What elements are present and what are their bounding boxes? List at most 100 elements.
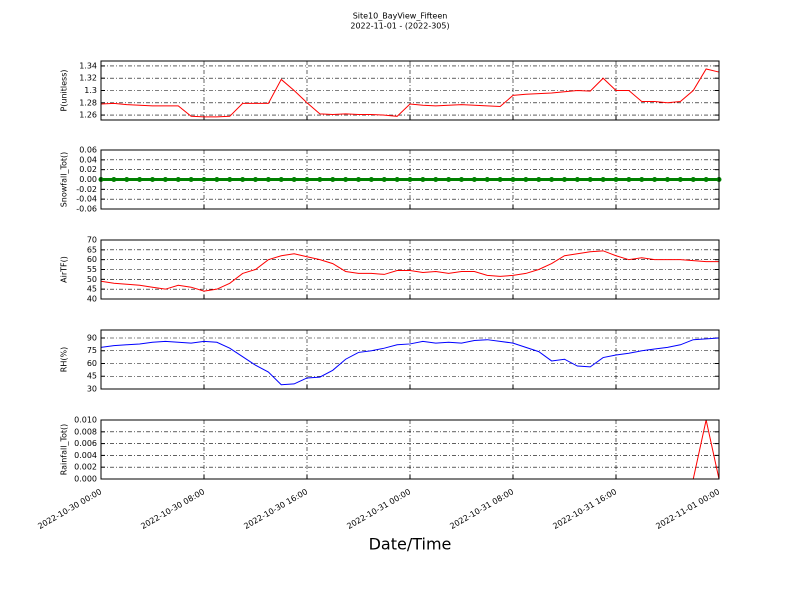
y-tick-label: 60 [87, 255, 97, 264]
y-axis-label: RH(%) [60, 347, 69, 372]
y-tick-label: 45 [87, 372, 97, 381]
y-tick-label: 0.02 [79, 165, 97, 174]
x-tick-label: 2022-10-30 08:00 [139, 487, 206, 531]
y-tick-label: 50 [87, 275, 97, 284]
data-point [536, 177, 542, 182]
data-point [665, 177, 670, 182]
axes-frame [100, 60, 720, 121]
y-tick-label: 1.3 [84, 86, 97, 95]
data-point [574, 177, 580, 182]
axes-frame [100, 149, 720, 210]
data-point [510, 177, 516, 182]
y-tick-label: 55 [87, 265, 97, 274]
data-point [471, 177, 477, 182]
y-tick-label: 70 [87, 236, 97, 245]
data-point [690, 177, 696, 182]
data-point [137, 177, 143, 182]
y-tick-label: 0.010 [74, 416, 97, 425]
data-point [317, 177, 323, 182]
data-point [111, 177, 117, 182]
data-point [150, 177, 155, 182]
data-point [459, 177, 464, 182]
data-point [304, 177, 310, 182]
data-point [278, 177, 284, 182]
y-tick-label: 0.000 [74, 475, 97, 484]
chart-subtitle: 2022-11-01 - (2022-305) [350, 22, 449, 31]
x-tick-label: 2022-10-30 00:00 [36, 487, 103, 531]
y-axis-label: Snowfall_Tot() [60, 152, 69, 208]
y-tick-label: 1.34 [79, 61, 97, 70]
data-point [394, 177, 400, 182]
data-point [497, 177, 503, 182]
x-tick-label: 2022-10-30 16:00 [242, 487, 309, 531]
y-tick-label: 0.006 [74, 439, 97, 448]
y-tick-label: 75 [87, 346, 97, 355]
data-point [265, 177, 271, 182]
data-point [677, 177, 683, 182]
data-point [368, 177, 374, 182]
y-tick-label: 1.32 [79, 74, 97, 83]
data-point [227, 177, 233, 182]
y-tick-label: -0.02 [76, 185, 97, 194]
axes-frame [100, 239, 720, 300]
data-point [433, 177, 439, 182]
x-tick-label: 2022-10-31 00:00 [345, 487, 412, 531]
data-point [124, 177, 130, 182]
data-point [420, 177, 426, 182]
y-tick-label: 40 [87, 295, 97, 304]
data-point [330, 177, 336, 182]
data-point [162, 177, 168, 182]
y-tick-label: -0.04 [76, 195, 97, 204]
data-point [652, 177, 658, 182]
chart-title: Site10_BayView_Fifteen [353, 12, 448, 21]
data-point [703, 177, 709, 182]
y-tick-label: 90 [87, 333, 97, 342]
y-tick-label: 0.04 [79, 155, 97, 164]
data-point [407, 177, 413, 182]
x-tick-label: 2022-11-01 00:00 [654, 487, 721, 531]
data-point [188, 177, 194, 182]
data-point [562, 177, 567, 182]
y-tick-label: 30 [87, 385, 97, 394]
data-point [523, 177, 529, 182]
data-point [549, 177, 555, 182]
data-point [343, 177, 349, 182]
y-axis-label: Rainfall_Tot() [60, 424, 69, 476]
y-tick-label: -0.06 [76, 205, 97, 214]
data-point [587, 177, 593, 182]
data-point [201, 177, 207, 182]
y-tick-label: 0.06 [79, 146, 97, 155]
y-tick-label: 1.28 [79, 98, 97, 107]
y-tick-label: 60 [87, 359, 97, 368]
data-point [175, 177, 181, 182]
data-point [600, 177, 606, 182]
y-axis-label: AirTF() [60, 256, 69, 283]
data-point [240, 177, 246, 182]
data-point [291, 177, 297, 182]
series-line [100, 250, 719, 292]
x-tick-label: 2022-10-31 08:00 [448, 487, 515, 531]
y-tick-label: 1.26 [79, 111, 97, 120]
y-tick-label: 65 [87, 245, 97, 254]
data-point [446, 177, 452, 182]
y-tick-label: 0.002 [74, 463, 97, 472]
data-point [484, 177, 490, 182]
axes-frame [100, 419, 720, 480]
x-tick-label: 2022-10-31 16:00 [551, 487, 618, 531]
y-tick-label: 0.00 [79, 175, 97, 184]
data-point [381, 177, 387, 182]
axes-frame [100, 329, 720, 390]
series-line [100, 337, 720, 386]
y-axis-label: P(unitless) [60, 69, 69, 111]
data-point [214, 177, 220, 182]
y-tick-label: 45 [87, 285, 97, 294]
data-point [356, 177, 361, 182]
x-axis-label: Date/Time [369, 535, 452, 554]
data-point [253, 177, 258, 182]
data-point [639, 177, 645, 182]
data-point [626, 177, 632, 182]
data-point [613, 177, 619, 182]
series-line [100, 68, 720, 118]
